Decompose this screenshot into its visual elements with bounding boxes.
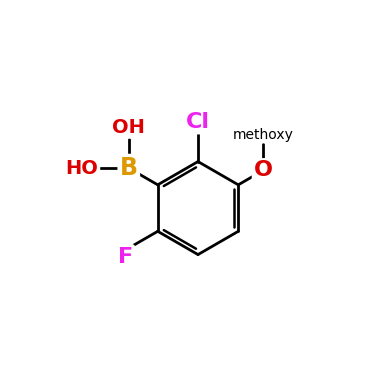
Text: O: O	[254, 160, 273, 180]
Text: F: F	[117, 247, 133, 266]
Text: OH: OH	[112, 118, 145, 137]
Text: HO: HO	[65, 159, 98, 178]
Text: Cl: Cl	[186, 112, 210, 132]
Text: methoxy: methoxy	[233, 128, 294, 142]
Text: B: B	[120, 156, 138, 180]
